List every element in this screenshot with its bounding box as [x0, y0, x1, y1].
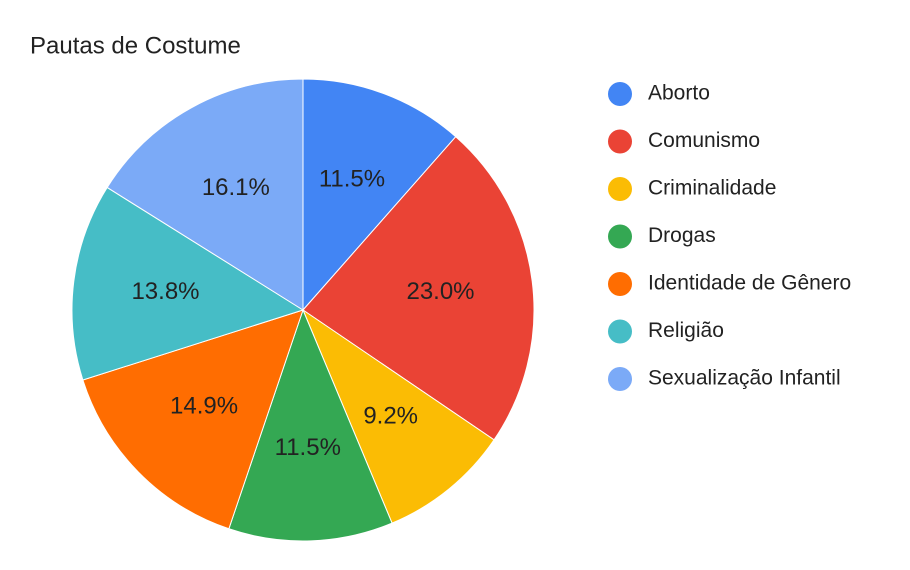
legend-label: Comunismo — [648, 129, 760, 152]
data-label: 11.5% — [319, 166, 385, 193]
legend-marker — [608, 129, 632, 154]
pie-slice — [106, 78, 304, 311]
chart-title: Pautas de Costume — [30, 32, 241, 59]
data-label: 14.9% — [170, 392, 238, 419]
pie-slice — [82, 309, 304, 530]
data-label: 16.1% — [202, 174, 270, 201]
legend-label: Religião — [648, 319, 724, 342]
data-label: 23.0% — [406, 278, 474, 305]
pie-slice — [71, 186, 305, 381]
data-label: 13.8% — [131, 278, 199, 305]
legend-marker — [608, 319, 632, 344]
legend-label: Drogas — [648, 224, 716, 247]
legend-marker — [608, 177, 632, 201]
pie-slice — [228, 308, 393, 542]
legend-label: Criminalidade — [648, 177, 776, 200]
legend-label: Sexualização Infantil — [648, 367, 841, 390]
legend-label: Identidade de Gênero — [648, 272, 851, 295]
legend-marker — [608, 224, 632, 249]
data-label: 9.2% — [363, 403, 418, 430]
legend-marker — [608, 272, 632, 296]
legend-marker — [608, 367, 632, 391]
legend-label: Aborto — [648, 82, 710, 105]
data-label: 11.5% — [275, 434, 341, 461]
pie-slice — [301, 308, 495, 524]
pie-slice — [302, 136, 535, 441]
pie-slice — [302, 78, 457, 312]
legend-marker — [608, 82, 632, 106]
